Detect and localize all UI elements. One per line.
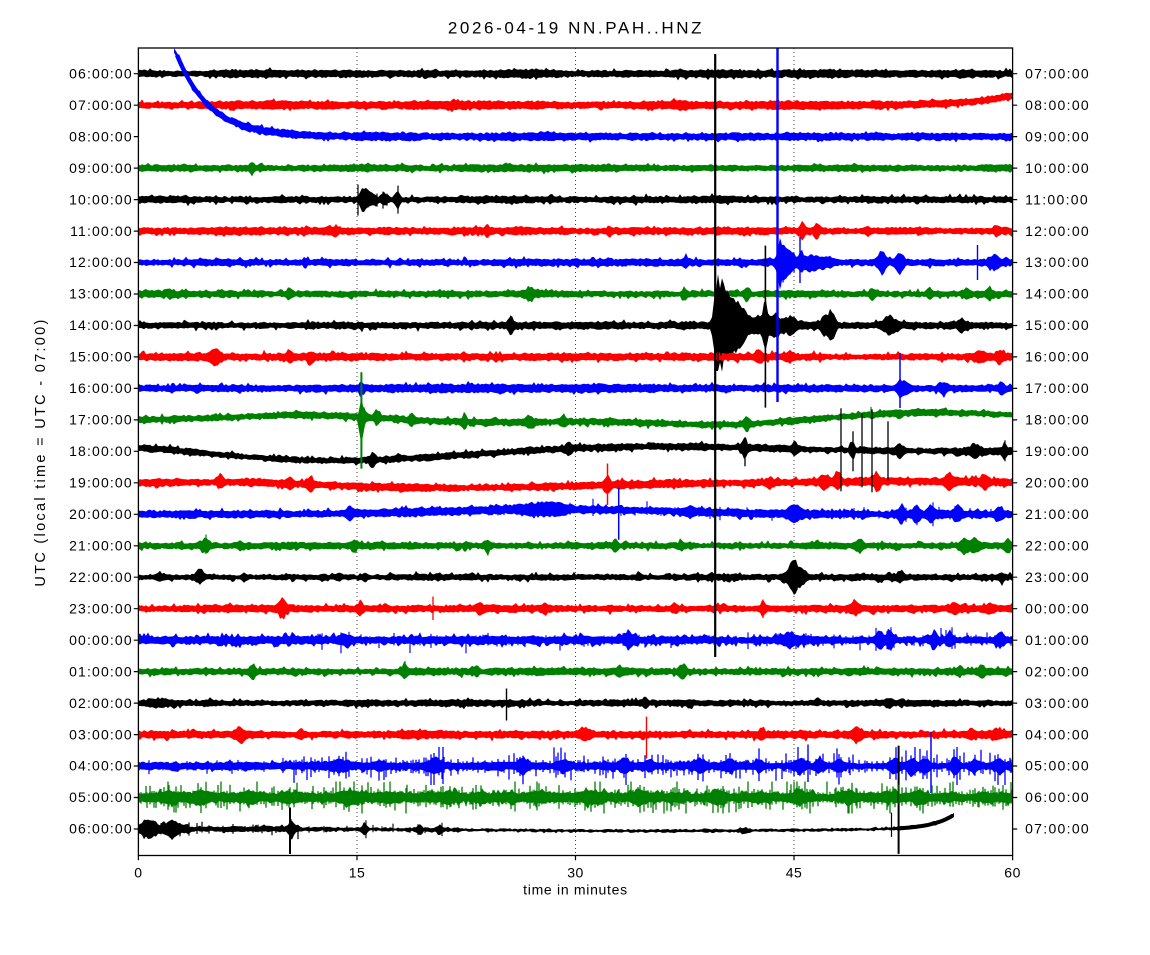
svg-text:00:00:00: 00:00:00 [69,632,133,648]
svg-text:UTC (local time = UTC - 07:00): UTC (local time = UTC - 07:00) [33,317,49,586]
svg-text:13:00:00: 13:00:00 [69,286,133,302]
svg-text:22:00:00: 22:00:00 [69,569,133,585]
svg-text:2026-04-19 NN.PAH..HNZ: 2026-04-19 NN.PAH..HNZ [448,19,704,38]
svg-text:13:00:00: 13:00:00 [1025,254,1090,270]
svg-text:02:00:00: 02:00:00 [69,695,133,711]
svg-text:60: 60 [1004,865,1021,881]
svg-text:01:00:00: 01:00:00 [1025,632,1090,648]
svg-text:23:00:00: 23:00:00 [69,600,133,616]
svg-text:45: 45 [786,865,803,881]
svg-text:12:00:00: 12:00:00 [69,254,133,270]
svg-text:21:00:00: 21:00:00 [1025,506,1090,522]
svg-text:08:00:00: 08:00:00 [1025,97,1090,113]
svg-text:04:00:00: 04:00:00 [1025,726,1090,742]
svg-text:20:00:00: 20:00:00 [69,506,133,522]
svg-text:07:00:00: 07:00:00 [1025,821,1090,837]
svg-text:12:00:00: 12:00:00 [1025,223,1090,239]
svg-text:16:00:00: 16:00:00 [1025,349,1090,365]
svg-text:time in minutes: time in minutes [523,882,628,898]
svg-text:08:00:00: 08:00:00 [69,128,133,144]
svg-text:02:00:00: 02:00:00 [1025,663,1090,679]
svg-text:06:00:00: 06:00:00 [1025,789,1090,805]
svg-text:03:00:00: 03:00:00 [69,726,133,742]
svg-text:05:00:00: 05:00:00 [69,789,133,805]
svg-text:11:00:00: 11:00:00 [70,223,133,239]
svg-text:30: 30 [567,865,584,881]
svg-text:14:00:00: 14:00:00 [1025,286,1090,302]
svg-text:0: 0 [134,865,142,881]
svg-text:09:00:00: 09:00:00 [1025,128,1090,144]
svg-text:06:00:00: 06:00:00 [69,821,133,837]
svg-text:01:00:00: 01:00:00 [69,663,133,679]
svg-text:20:00:00: 20:00:00 [1025,475,1090,491]
svg-text:21:00:00: 21:00:00 [69,538,133,554]
svg-text:11:00:00: 11:00:00 [1025,191,1089,207]
svg-text:10:00:00: 10:00:00 [1025,160,1090,176]
svg-text:15:00:00: 15:00:00 [1025,317,1090,333]
svg-text:07:00:00: 07:00:00 [69,97,133,113]
svg-text:04:00:00: 04:00:00 [69,758,133,774]
svg-text:09:00:00: 09:00:00 [69,160,133,176]
svg-text:23:00:00: 23:00:00 [1025,569,1090,585]
svg-text:15: 15 [349,865,366,881]
svg-text:00:00:00: 00:00:00 [1025,600,1090,616]
svg-text:05:00:00: 05:00:00 [1025,758,1090,774]
svg-text:22:00:00: 22:00:00 [1025,538,1090,554]
svg-text:06:00:00: 06:00:00 [69,65,133,81]
svg-text:17:00:00: 17:00:00 [1025,380,1090,396]
svg-text:17:00:00: 17:00:00 [69,412,133,428]
svg-text:18:00:00: 18:00:00 [69,443,133,459]
svg-text:18:00:00: 18:00:00 [1025,412,1090,428]
svg-text:07:00:00: 07:00:00 [1025,65,1090,81]
svg-text:10:00:00: 10:00:00 [69,191,133,207]
svg-text:14:00:00: 14:00:00 [69,317,133,333]
svg-text:16:00:00: 16:00:00 [69,380,133,396]
svg-text:19:00:00: 19:00:00 [69,475,133,491]
svg-text:03:00:00: 03:00:00 [1025,695,1090,711]
svg-text:19:00:00: 19:00:00 [1025,443,1090,459]
svg-text:15:00:00: 15:00:00 [69,349,133,365]
